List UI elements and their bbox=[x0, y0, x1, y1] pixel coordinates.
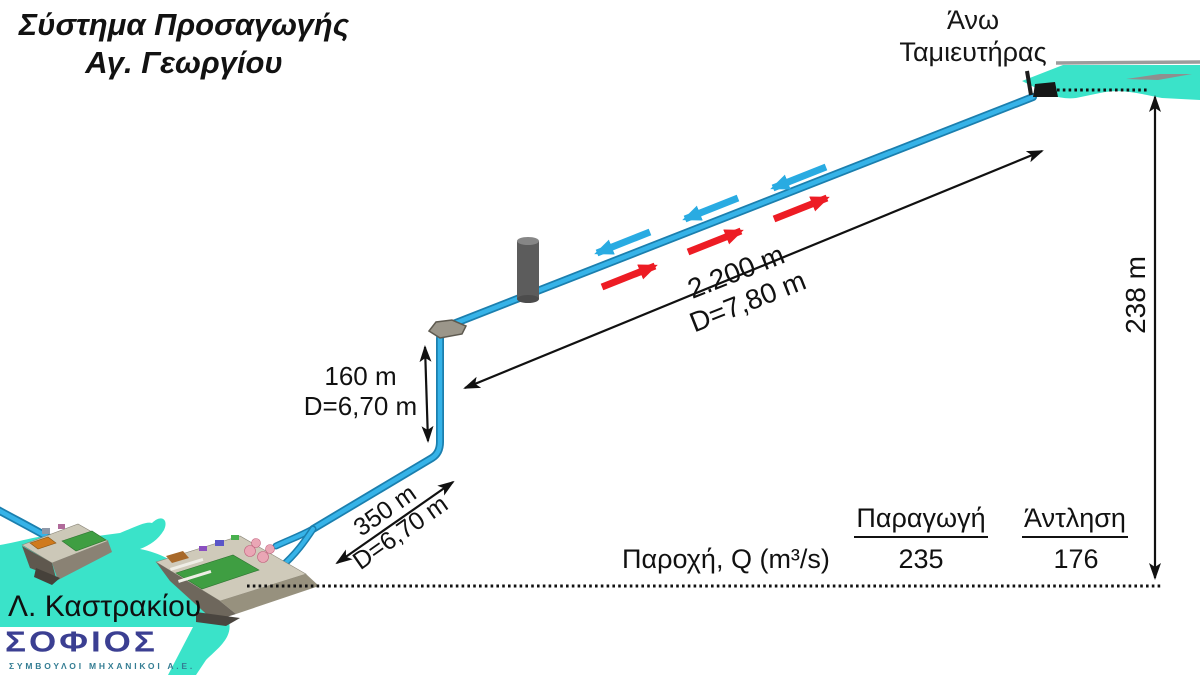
level-lines bbox=[247, 88, 1163, 588]
upper-reservoir-label: Άνω Ταμιευτήρας bbox=[899, 5, 1047, 67]
pipeline bbox=[0, 93, 1037, 571]
intake-structure bbox=[1025, 70, 1058, 97]
dam-crest-mark bbox=[1126, 74, 1192, 80]
penstock-dimension-arrow bbox=[335, 480, 455, 565]
shaft-dimension-arrow bbox=[419, 345, 434, 443]
pumping-flow-arrow bbox=[772, 194, 830, 223]
slide-title-line2: Αγ. Γεωργίου bbox=[85, 45, 283, 80]
slide-title: Σύστημα Προσαγωγής Αγ. Γεωργίου bbox=[10, 6, 358, 82]
surge-tank bbox=[517, 237, 539, 303]
slide-title-line1: Σύστημα Προσαγωγής bbox=[18, 7, 350, 42]
power-station-small bbox=[21, 523, 112, 585]
pumping-flow-value: 176 bbox=[1053, 544, 1099, 574]
generation-flow-arrow bbox=[594, 228, 652, 257]
lower-reservoir-label: Λ. Καστρακίου bbox=[8, 590, 202, 623]
headrace-dimension-arrow bbox=[463, 149, 1044, 390]
upper-reservoir-water bbox=[1022, 60, 1200, 100]
pumping-flow-arrows bbox=[600, 194, 830, 291]
shaft-dimension-label: 160 m D=6,70 m bbox=[303, 361, 418, 421]
logo-panel bbox=[0, 627, 193, 675]
generation-flow-arrow bbox=[770, 163, 828, 192]
generation-flow-arrow bbox=[682, 194, 740, 223]
pumping-flow-arrow bbox=[686, 227, 744, 256]
upper-ground-line bbox=[1055, 60, 1200, 65]
table-header-pumping: Άντληση bbox=[1004, 503, 1146, 538]
company-logo-subtitle: ΣΥΜΒΟΥΛΟΙ ΜΗΧΑΝΙΚΟΙ Α.Ε. bbox=[9, 661, 196, 671]
power-station-large bbox=[155, 535, 319, 626]
company-logo: ΣΟΦΙΟΣ bbox=[5, 626, 158, 658]
table-header-generation: Παραγωγή bbox=[845, 503, 997, 538]
gross-head-label: 238 m bbox=[1120, 256, 1151, 334]
flow-row-label: Παροχή, Q (m³/s) bbox=[622, 544, 830, 574]
dimension-lines bbox=[335, 95, 1161, 580]
generation-flow-value: 235 bbox=[898, 544, 944, 574]
generation-flow-arrows bbox=[594, 163, 828, 257]
pumping-flow-arrow bbox=[600, 262, 658, 291]
